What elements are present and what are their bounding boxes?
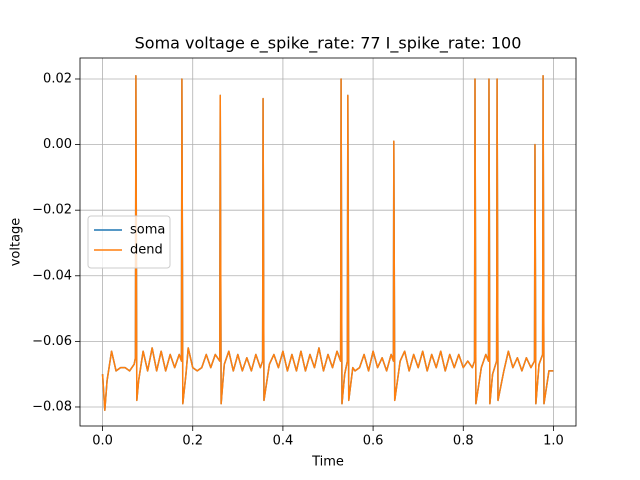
y-axis-label: voltage: [9, 218, 24, 267]
y-tick-label: −0.08: [32, 399, 72, 414]
axes-frame: [79, 57, 577, 427]
line-series: [101, 74, 554, 412]
x-tick-label: 0.8: [453, 434, 474, 449]
legend-label: dend: [130, 243, 163, 258]
x-axis-label: Time: [311, 455, 344, 470]
y-tick-label: −0.06: [32, 334, 72, 349]
y-tick-label: −0.04: [32, 268, 72, 283]
x-tick-label: 0.6: [363, 434, 384, 449]
x-tick-label: 0.0: [92, 434, 113, 449]
legend-box: [87, 215, 171, 269]
x-tick-label: 1.0: [543, 434, 564, 449]
y-tick-label: 0.02: [43, 71, 72, 86]
y-tick-label: 0.00: [43, 137, 72, 152]
y-tick-label: −0.02: [32, 203, 72, 218]
x-tick-label: 0.2: [182, 434, 203, 449]
x-tick-label: 0.4: [273, 434, 294, 449]
chart-title: Soma voltage e_spike_rate: 77 I_spike_ra…: [135, 34, 522, 54]
legend: soma dend: [87, 215, 171, 269]
legend-label: soma: [130, 223, 165, 238]
